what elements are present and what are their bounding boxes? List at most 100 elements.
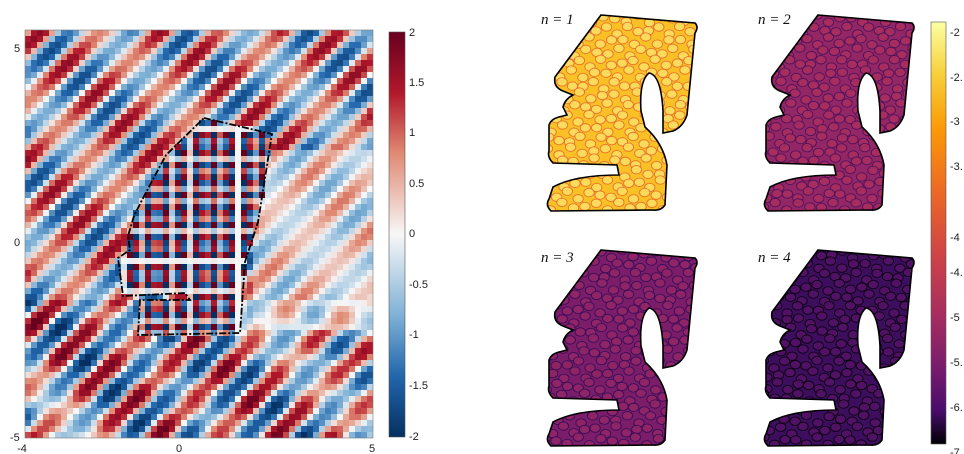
heatmap-cell xyxy=(37,108,44,115)
heatmap-cell xyxy=(235,294,242,301)
heatmap-cell xyxy=(283,186,290,193)
heatmap-cell xyxy=(259,36,266,43)
heatmap-cell xyxy=(43,48,50,55)
heatmap-cell xyxy=(265,216,272,223)
heatmap-cell xyxy=(151,114,158,121)
heatmap-cell xyxy=(307,282,314,289)
heatmap-cell xyxy=(25,378,32,385)
heatmap-cell xyxy=(235,372,242,379)
heatmap-cell xyxy=(67,78,74,85)
heatmap-cell xyxy=(289,192,296,199)
speckle xyxy=(569,366,581,376)
heatmap-cell xyxy=(121,336,128,343)
speckle xyxy=(882,347,894,357)
speckle xyxy=(643,94,655,104)
heatmap-cell xyxy=(109,72,116,79)
heatmap-cell xyxy=(307,258,314,265)
heatmap-cell xyxy=(343,384,350,391)
speckle xyxy=(881,76,893,86)
heatmap-cell xyxy=(361,168,368,175)
speckle xyxy=(685,177,698,188)
heatmap-cell xyxy=(337,132,344,139)
heatmap-cell xyxy=(175,372,182,379)
heatmap-cell xyxy=(277,372,284,379)
heatmap-cell xyxy=(37,150,44,157)
heatmap-cell xyxy=(181,102,188,109)
speckle xyxy=(572,356,585,366)
heatmap-cell xyxy=(25,330,32,337)
heatmap-cell xyxy=(355,156,362,163)
heatmap-cell xyxy=(139,360,146,367)
speckle xyxy=(789,416,801,426)
heatmap-cell xyxy=(259,114,266,121)
heatmap-cell xyxy=(337,84,344,91)
heatmap-cell xyxy=(139,264,146,271)
heatmap-cell xyxy=(355,144,362,151)
speckle xyxy=(595,434,607,444)
heatmap-cell xyxy=(361,156,368,163)
heatmap-cell xyxy=(61,162,68,169)
speckle xyxy=(547,68,554,78)
heatmap-cell xyxy=(223,390,230,397)
speckle xyxy=(684,27,696,37)
speckle xyxy=(781,314,793,325)
heatmap-cell xyxy=(91,276,98,283)
heatmap-cell xyxy=(139,270,146,277)
heatmap-cell xyxy=(133,120,140,127)
heatmap-cell xyxy=(259,162,266,169)
heatmap-cell xyxy=(199,222,206,229)
speckle xyxy=(785,98,797,108)
heatmap-cell xyxy=(193,174,200,181)
speckle xyxy=(807,100,820,111)
heatmap-cell xyxy=(175,162,182,169)
heatmap-cell xyxy=(37,102,44,109)
heatmap-cell xyxy=(247,210,254,217)
heatmap-cell xyxy=(115,264,122,271)
heatmap-cell xyxy=(301,258,308,265)
heatmap-cell xyxy=(175,252,182,259)
heatmap-cell xyxy=(337,72,344,79)
speckle xyxy=(830,291,842,301)
heatmap-cell xyxy=(169,300,176,307)
heatmap-cell xyxy=(199,192,206,199)
heatmap-cell xyxy=(97,162,104,169)
speckle xyxy=(883,422,895,433)
speckle xyxy=(547,49,558,59)
heatmap-cell xyxy=(247,84,254,91)
heatmap-cell xyxy=(193,420,200,427)
heatmap-cell xyxy=(289,228,296,235)
heatmap-cell xyxy=(37,336,44,343)
speckle xyxy=(797,421,809,432)
heatmap-cell xyxy=(271,288,278,295)
heatmap-cell xyxy=(43,318,50,325)
heatmap-cell xyxy=(187,96,194,103)
heatmap-cell xyxy=(55,186,62,193)
heatmap-cell xyxy=(163,378,170,385)
heatmap-cell xyxy=(367,54,373,61)
heatmap-cell xyxy=(265,366,272,373)
heatmap-cell xyxy=(79,198,86,205)
heatmap-cell xyxy=(217,234,224,241)
speckle xyxy=(856,282,868,292)
heatmap-cell xyxy=(223,246,230,253)
heatmap-cell xyxy=(283,222,290,229)
heatmap-cell xyxy=(91,240,98,247)
heatmap-cell xyxy=(151,210,158,217)
heatmap-cell xyxy=(295,228,302,235)
heatmap-cell xyxy=(325,246,332,253)
heatmap-cell xyxy=(301,240,308,247)
heatmap-cell xyxy=(133,336,140,343)
heatmap-cell xyxy=(79,42,86,49)
heatmap-cell xyxy=(337,168,344,175)
heatmap-cell xyxy=(67,192,74,199)
heatmap-cell xyxy=(43,282,50,289)
heatmap-cell xyxy=(247,306,254,313)
heatmap-cell xyxy=(337,210,344,217)
heatmap-cell xyxy=(253,234,260,241)
heatmap-cell xyxy=(295,282,302,289)
heatmap-cell xyxy=(301,144,308,151)
heatmap-cell xyxy=(91,168,98,175)
heatmap-cell xyxy=(337,186,344,193)
heatmap-cell xyxy=(43,372,50,379)
heatmap-cell xyxy=(241,240,248,247)
